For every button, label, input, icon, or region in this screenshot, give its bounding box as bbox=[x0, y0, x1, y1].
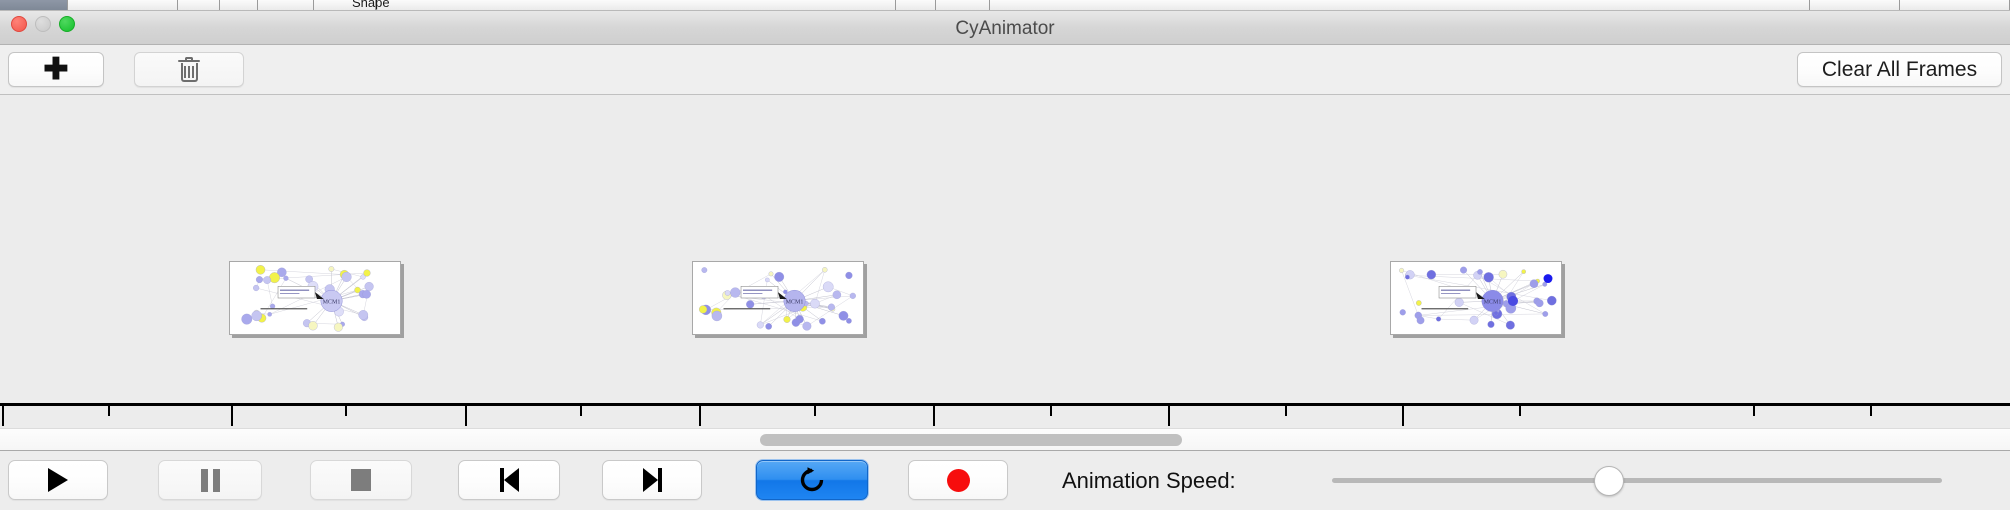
axis-tick-major bbox=[2, 406, 4, 426]
axis-tick-minor bbox=[814, 406, 816, 416]
background-tab-label: Shape bbox=[352, 0, 390, 10]
axis-tick-label: 14 bbox=[454, 427, 477, 428]
background-tab bbox=[220, 0, 258, 10]
skip-forward-icon bbox=[642, 468, 662, 492]
background-tab bbox=[1900, 0, 2010, 10]
animation-speed-slider[interactable] bbox=[1332, 466, 1942, 496]
axis-tick-minor bbox=[345, 406, 347, 416]
axis-tick-label: 15 bbox=[688, 427, 711, 428]
axis-tick-major bbox=[231, 406, 233, 426]
timeline-scrollbar[interactable] bbox=[0, 428, 2010, 450]
window-title: CyAnimator bbox=[955, 18, 1055, 39]
pause-icon bbox=[200, 468, 220, 492]
window-titlebar: CyAnimator bbox=[0, 11, 2010, 45]
axis-tick-minor bbox=[1285, 406, 1287, 416]
minimize-button[interactable] bbox=[35, 16, 51, 32]
svg-text:MCM1: MCM1 bbox=[786, 299, 804, 305]
loop-button[interactable] bbox=[756, 460, 868, 500]
close-button[interactable] bbox=[11, 16, 27, 32]
next-frame-button[interactable] bbox=[602, 460, 702, 500]
slider-thumb[interactable] bbox=[1594, 466, 1624, 496]
axis-tick-major bbox=[933, 406, 935, 426]
background-tab bbox=[258, 0, 314, 10]
loop-icon bbox=[800, 467, 824, 492]
axis-tick-minor bbox=[1870, 406, 1872, 416]
frames-toolbar: ✚ Clear All Frames bbox=[0, 45, 2010, 95]
background-tab bbox=[0, 0, 68, 10]
animation-speed-label: Animation Speed: bbox=[1062, 468, 1236, 493]
background-app-strip: Shape bbox=[0, 0, 2010, 11]
axis-tick-label: 16 bbox=[922, 427, 945, 428]
play-icon bbox=[48, 468, 68, 492]
axis-tick-major bbox=[699, 406, 701, 426]
clear-all-frames-button[interactable]: Clear All Frames bbox=[1797, 52, 2002, 87]
axis-tick-label: 18 bbox=[1391, 427, 1414, 428]
stop-icon bbox=[351, 469, 371, 491]
axis-tick-minor bbox=[1519, 406, 1521, 416]
plus-icon: ✚ bbox=[43, 52, 69, 86]
timeline-frame-thumbnail[interactable]: MCM1 bbox=[692, 261, 864, 335]
axis-tick-major bbox=[1168, 406, 1170, 426]
axis-tick-major bbox=[1402, 406, 1404, 426]
timeline-scrollbar-thumb[interactable] bbox=[760, 434, 1182, 446]
axis-tick-label: 12 bbox=[0, 427, 14, 428]
cyanimator-window: CyAnimator ✚ Clear All Frames Seconds 12… bbox=[0, 11, 2010, 510]
slider-track[interactable] bbox=[1332, 478, 1942, 483]
background-tab bbox=[936, 0, 990, 10]
play-button[interactable] bbox=[8, 460, 108, 500]
background-tab bbox=[990, 0, 1810, 10]
timeline-frame-thumbnail[interactable]: MCM1 bbox=[229, 261, 401, 335]
axis-tick-minor bbox=[108, 406, 110, 416]
previous-frame-button[interactable] bbox=[458, 460, 560, 500]
background-tab bbox=[314, 0, 376, 10]
axis-tick-major bbox=[465, 406, 467, 426]
background-tab bbox=[896, 0, 936, 10]
timeline-panel[interactable]: Seconds 12131415161718MCM1MCM1MCM1 bbox=[0, 95, 2010, 428]
record-button[interactable] bbox=[908, 460, 1008, 500]
stop-button[interactable] bbox=[310, 460, 412, 500]
background-tab bbox=[178, 0, 220, 10]
delete-frame-button[interactable] bbox=[134, 52, 244, 87]
axis-tick-label: 13 bbox=[220, 427, 243, 428]
trash-icon bbox=[178, 56, 200, 83]
axis-tick-minor bbox=[1050, 406, 1052, 416]
timeline-canvas[interactable] bbox=[0, 95, 2010, 405]
axis-tick-minor bbox=[1753, 406, 1755, 416]
pause-button[interactable] bbox=[158, 460, 262, 500]
zoom-button[interactable] bbox=[59, 16, 75, 32]
svg-text:MCM1: MCM1 bbox=[1484, 299, 1502, 305]
playback-control-bar: Animation Speed: bbox=[0, 450, 2010, 510]
svg-text:MCM1: MCM1 bbox=[323, 299, 341, 305]
timeline-axis-line bbox=[0, 403, 2010, 406]
axis-tick-label: 17 bbox=[1157, 427, 1180, 428]
add-frame-button[interactable]: ✚ bbox=[8, 52, 104, 87]
axis-tick-minor bbox=[580, 406, 582, 416]
background-tab bbox=[1810, 0, 1900, 10]
background-tab bbox=[68, 0, 178, 10]
window-traffic-lights bbox=[11, 16, 75, 32]
background-tab bbox=[376, 0, 896, 10]
skip-back-icon bbox=[499, 468, 519, 492]
record-icon bbox=[946, 468, 970, 492]
timeline-frame-thumbnail[interactable]: MCM1 bbox=[1390, 261, 1562, 335]
